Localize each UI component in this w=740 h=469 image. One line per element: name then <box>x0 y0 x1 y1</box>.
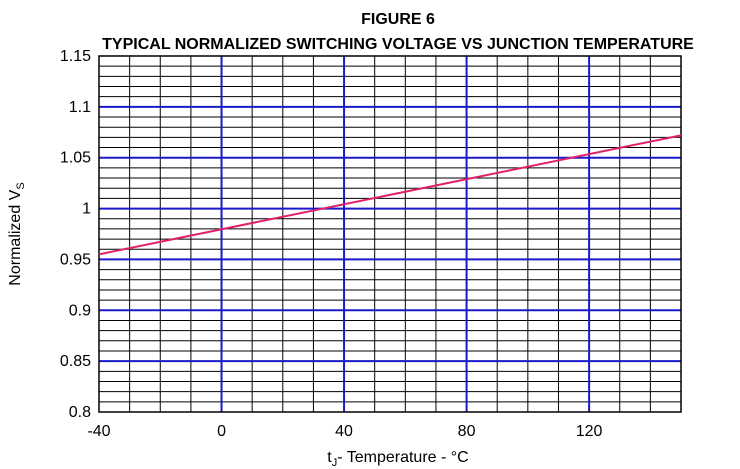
y-tick-label-3: 0.95 <box>60 251 91 268</box>
y-tick-label-4: 1 <box>82 201 91 218</box>
x-tick-label-0: -40 <box>87 423 110 440</box>
x-axis-label: tJ- Temperature - °C <box>327 449 468 469</box>
y-tick-labels: 0.8 0.85 0.9 0.95 1 1.05 1.1 1.15 <box>60 48 91 421</box>
x-axis-label-main: t <box>327 449 332 466</box>
y-tick-label-2: 0.9 <box>69 302 91 319</box>
plot-frame <box>98 55 682 413</box>
x-tick-label-3: 80 <box>458 423 476 440</box>
series-line-0 <box>98 134 682 256</box>
x-tick-labels: -40 0 40 80 120 <box>87 423 602 440</box>
x-axis-label-sub: J <box>332 457 338 469</box>
figure-label: FIGURE 6 <box>361 11 435 28</box>
x-tick-label-4: 120 <box>576 423 603 440</box>
y-tick-label-1: 0.85 <box>60 353 91 370</box>
y-tick-label-5: 1.05 <box>60 150 91 167</box>
chart-title: TYPICAL NORMALIZED SWITCHING VOLTAGE VS … <box>102 36 694 53</box>
series-layer <box>98 134 682 256</box>
minor-grid <box>98 55 682 413</box>
y-tick-label-0: 0.8 <box>69 404 91 421</box>
y-tick-label-7: 1.15 <box>60 48 91 65</box>
y-axis-label: Normalized VS <box>7 182 27 285</box>
y-tick-label-6: 1.1 <box>69 99 91 116</box>
y-axis-label-sub: S <box>15 182 27 189</box>
x-axis-label-rest: - Temperature - °C <box>337 449 468 466</box>
major-grid <box>99 56 681 412</box>
y-axis-label-main: Normalized V <box>7 189 24 285</box>
x-tick-label-2: 40 <box>335 423 353 440</box>
x-tick-label-1: 0 <box>217 423 226 440</box>
